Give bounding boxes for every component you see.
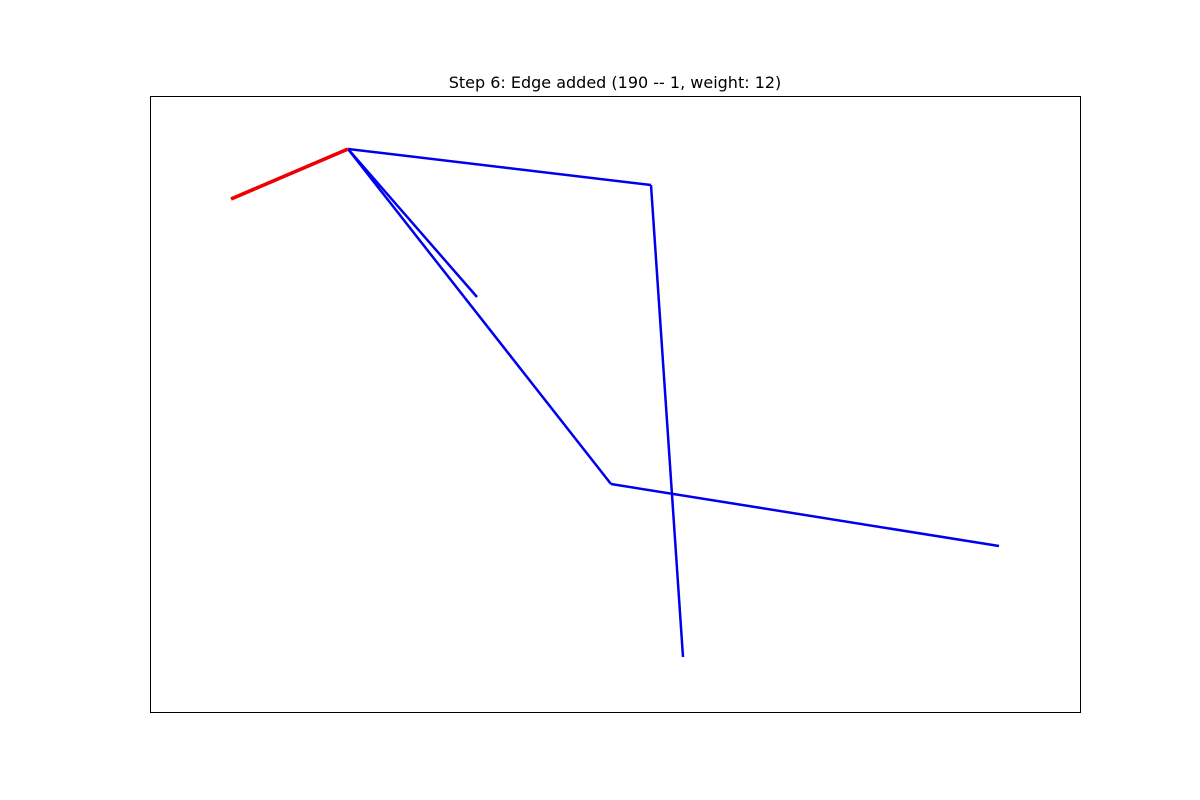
new-edge (230, 147, 349, 201)
tree-edge-1 (347, 147, 652, 187)
tree-edge-4 (347, 148, 612, 485)
plot-frame (150, 96, 1081, 713)
tree-edge-5 (610, 482, 1000, 548)
edges-layer (230, 147, 1000, 658)
plot-title: Step 6: Edge added (190 -- 1, weight: 12… (449, 73, 782, 92)
tree-edge-3 (347, 148, 478, 298)
tree-edge-2 (649, 184, 685, 658)
